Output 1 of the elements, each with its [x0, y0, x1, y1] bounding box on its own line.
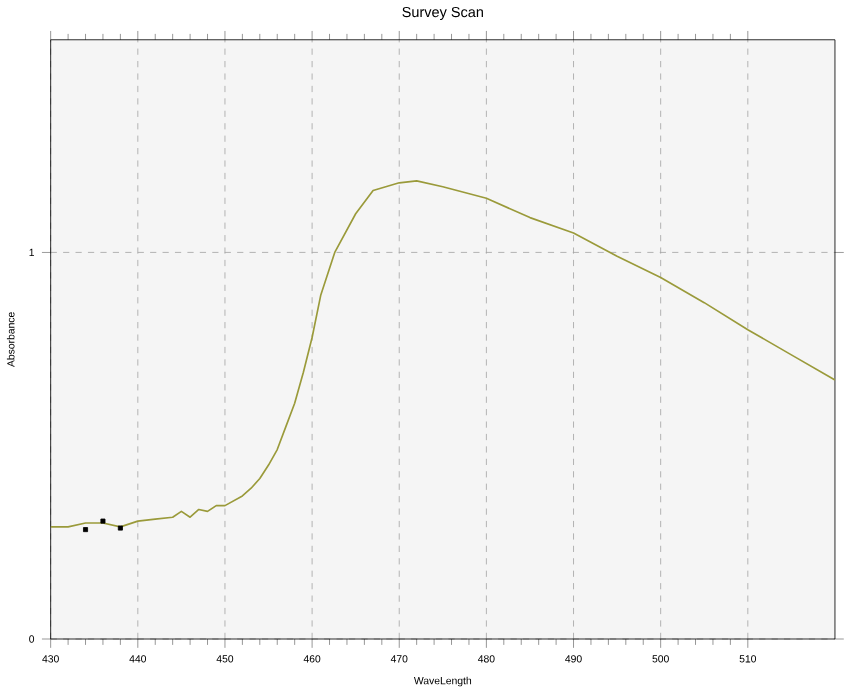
line-series	[50, 180, 835, 529]
